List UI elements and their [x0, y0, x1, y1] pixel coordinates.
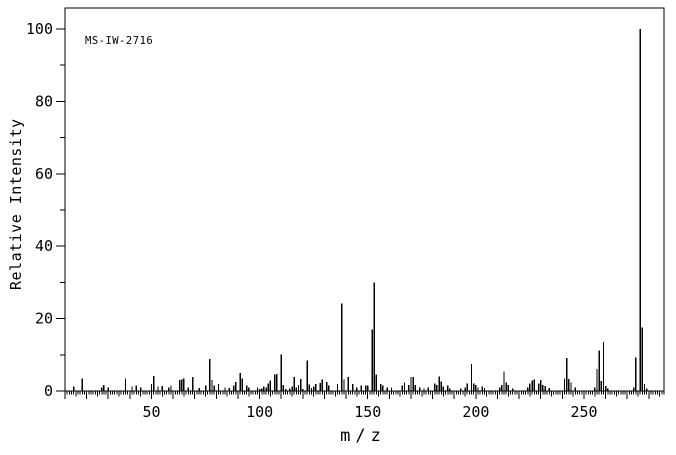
- x-tick-label: 250: [570, 403, 597, 421]
- x-tick-label: 100: [246, 403, 273, 421]
- y-axis-ticks: [56, 28, 65, 392]
- spectrum-id-label: MS-IW-2716: [85, 35, 154, 47]
- y-tick-label: 20: [35, 310, 53, 328]
- y-tick-label: 80: [35, 92, 53, 110]
- y-axis-title: Relative Intensity: [7, 118, 25, 290]
- x-axis-ticks: [64, 391, 665, 399]
- y-tick-label: 0: [44, 382, 53, 400]
- x-axis-tick-labels: 50 100 150 200 250: [142, 403, 597, 421]
- y-tick-label: 100: [26, 20, 53, 38]
- x-axis-title: m/z: [340, 426, 386, 446]
- x-tick-label: 150: [354, 403, 381, 421]
- spectrum-peaks: [72, 29, 648, 391]
- y-axis-tick-labels: 0 20 40 60 80 100: [26, 20, 53, 400]
- x-tick-label: 200: [462, 403, 489, 421]
- plot-frame: [64, 7, 665, 392]
- y-tick-label: 60: [35, 165, 53, 183]
- y-tick-label: 40: [35, 237, 53, 255]
- x-tick-label: 50: [142, 403, 160, 421]
